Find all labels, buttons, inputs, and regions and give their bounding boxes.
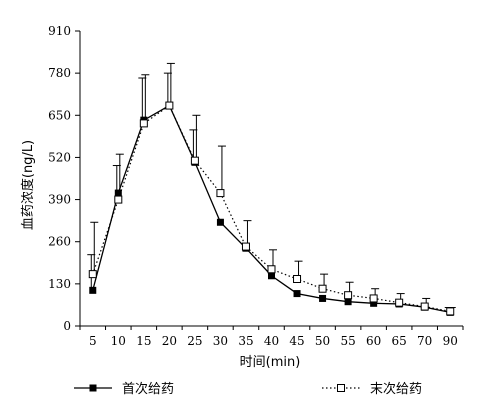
series-line (92, 104, 451, 314)
y-tick-label: 780 (48, 66, 71, 80)
data-point (139, 119, 148, 128)
y-tick-label: 520 (48, 150, 71, 164)
x-tick-label: 60 (366, 334, 381, 348)
y-tick-label: 260 (48, 235, 71, 249)
x-tick-label: 35 (238, 334, 253, 348)
data-point (318, 284, 327, 293)
legend-marker-open-square (337, 384, 345, 392)
legend: 首次给药 末次给药 (74, 381, 422, 397)
y-tick-label: 390 (48, 193, 71, 207)
x-tick-label: 65 (392, 334, 407, 348)
data-point (216, 218, 224, 226)
data-point (395, 298, 404, 307)
x-tick-label: 5 (89, 334, 97, 348)
x-tick-label: 50 (315, 334, 330, 348)
data-point (89, 286, 97, 294)
legend-marker-filled-square (89, 384, 97, 392)
x-tick-label: 40 (264, 334, 279, 348)
legend-item-first-dose: 首次给药 (74, 381, 174, 397)
data-point (88, 270, 97, 279)
data-point (319, 294, 327, 302)
data-point (165, 101, 174, 110)
data-point (114, 189, 122, 197)
x-tick-label: 55 (340, 334, 355, 348)
data-point (344, 298, 352, 306)
plot-area: 0 130 260 390 520 650 780 910 5 10 15 20 25 30 35 40 45 5… (48, 24, 464, 348)
y-tick-label: 0 (63, 319, 71, 333)
data-point (293, 274, 302, 283)
x-tick-label: 30 (213, 334, 228, 348)
data-point (241, 242, 250, 251)
legend-label-first-dose: 首次给药 (122, 381, 174, 397)
data-point (293, 290, 301, 298)
data-point (370, 299, 378, 307)
legend-label-last-dose: 末次给药 (370, 381, 422, 397)
data-point (369, 294, 378, 303)
x-axis-title: 时间(min) (240, 355, 301, 370)
x-tick-label: 10 (111, 334, 126, 348)
data-point (344, 291, 353, 300)
series-last-dose (88, 62, 456, 316)
x-tick-label: 25 (187, 334, 202, 348)
y-axis-title: 血药浓度(ng/L) (20, 140, 36, 230)
x-tick-label: 45 (289, 334, 304, 348)
legend-item-last-dose: 末次给药 (322, 381, 422, 397)
series-line (92, 104, 451, 313)
data-point (268, 272, 275, 280)
x-tick-label: 70 (417, 334, 432, 348)
data-point (190, 156, 199, 165)
x-tick-label: 15 (136, 334, 151, 348)
data-point (420, 302, 429, 311)
y-tick-label: 910 (48, 24, 71, 38)
x-tick-label: 20 (162, 334, 177, 348)
x-tick-label: 90 (443, 334, 458, 348)
data-point (216, 189, 225, 198)
series-first-dose (87, 72, 454, 316)
data-point (446, 307, 455, 316)
y-tick-label: 650 (48, 108, 71, 122)
data-point (267, 265, 276, 274)
y-tick-label: 130 (48, 277, 71, 291)
data-point (114, 195, 123, 204)
